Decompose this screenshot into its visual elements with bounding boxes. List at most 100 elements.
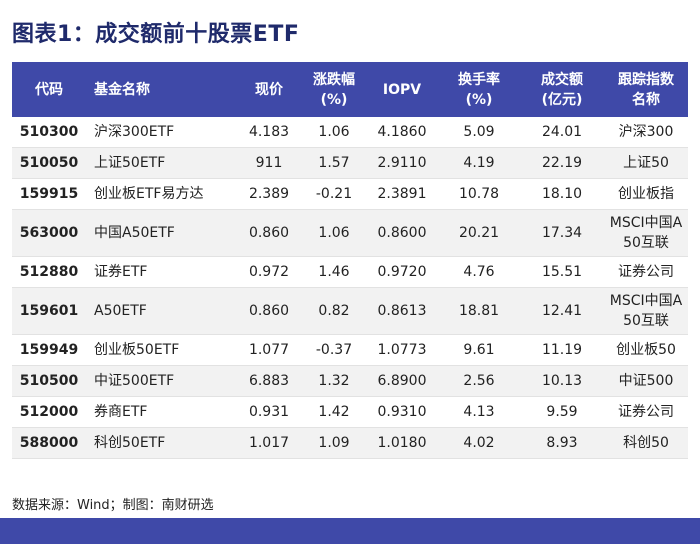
cell-fund-name: 创业板50ETF — [86, 334, 236, 366]
header-change-pct: 涨跌幅 (%) — [302, 62, 366, 117]
cell-fund-name: 券商ETF — [86, 396, 236, 428]
cell-turnover-amount: 12.41 — [520, 287, 604, 335]
header-fund-name: 基金名称 — [86, 62, 236, 117]
table-row: 159601 A50ETF 0.860 0.82 0.8613 18.81 12… — [12, 287, 688, 335]
cell-change-pct: 1.06 — [302, 209, 366, 257]
cell-turnover-rate: 2.56 — [438, 365, 520, 397]
cell-fund-name: A50ETF — [86, 287, 236, 335]
table-row: 510500 中证500ETF 6.883 1.32 6.8900 2.56 1… — [12, 365, 688, 397]
cell-change-pct: -0.21 — [302, 178, 366, 210]
table-row: 512000 券商ETF 0.931 1.42 0.9310 4.13 9.59… — [12, 396, 688, 428]
footer-bar — [0, 518, 700, 544]
cell-price: 1.017 — [236, 427, 302, 459]
header-turnover-rate: 换手率 (%) — [438, 62, 520, 117]
cell-fund-name: 中国A50ETF — [86, 209, 236, 257]
cell-tracking-index: 上证50 — [604, 147, 688, 179]
cell-price: 2.389 — [236, 178, 302, 210]
cell-iopv: 2.3891 — [366, 178, 438, 210]
cell-price: 4.183 — [236, 117, 302, 148]
cell-turnover-amount: 15.51 — [520, 256, 604, 288]
cell-tracking-index: 证券公司 — [604, 256, 688, 288]
cell-fund-name: 沪深300ETF — [86, 117, 236, 148]
table-row: 159915 创业板ETF易方达 2.389 -0.21 2.3891 10.7… — [12, 178, 688, 210]
cell-iopv: 0.8613 — [366, 287, 438, 335]
cell-turnover-rate: 18.81 — [438, 287, 520, 335]
cell-turnover-amount: 17.34 — [520, 209, 604, 257]
cell-change-pct: 1.06 — [302, 117, 366, 148]
cell-tracking-index: 创业板指 — [604, 178, 688, 210]
cell-price: 0.860 — [236, 287, 302, 335]
table-row: 563000 中国A50ETF 0.860 1.06 0.8600 20.21 … — [12, 209, 688, 257]
header-turnover-amount: 成交额 (亿元) — [520, 62, 604, 117]
cell-code: 510300 — [12, 117, 86, 148]
source-note: 数据来源：Wind；制图：南财研选 — [12, 498, 214, 513]
cell-turnover-rate: 20.21 — [438, 209, 520, 257]
cell-price: 1.077 — [236, 334, 302, 366]
cell-fund-name: 证券ETF — [86, 256, 236, 288]
cell-turnover-rate: 4.19 — [438, 147, 520, 179]
cell-price: 0.931 — [236, 396, 302, 428]
cell-turnover-amount: 11.19 — [520, 334, 604, 366]
cell-fund-name: 科创50ETF — [86, 427, 236, 459]
cell-price: 0.972 — [236, 256, 302, 288]
cell-change-pct: 0.82 — [302, 287, 366, 335]
table-row: 159949 创业板50ETF 1.077 -0.37 1.0773 9.61 … — [12, 334, 688, 366]
cell-turnover-rate: 9.61 — [438, 334, 520, 366]
table-row: 512880 证券ETF 0.972 1.46 0.9720 4.76 15.5… — [12, 256, 688, 288]
cell-turnover-rate: 10.78 — [438, 178, 520, 210]
cell-iopv: 0.9310 — [366, 396, 438, 428]
table-row: 588000 科创50ETF 1.017 1.09 1.0180 4.02 8.… — [12, 427, 688, 459]
cell-code: 563000 — [12, 209, 86, 257]
cell-iopv: 1.0773 — [366, 334, 438, 366]
cell-fund-name: 上证50ETF — [86, 147, 236, 179]
cell-code: 510500 — [12, 365, 86, 397]
cell-turnover-rate: 4.13 — [438, 396, 520, 428]
cell-change-pct: 1.57 — [302, 147, 366, 179]
cell-code: 159601 — [12, 287, 86, 335]
header-code: 代码 — [12, 62, 86, 117]
cell-tracking-index: MSCI中国A 50互联 — [604, 287, 688, 335]
cell-code: 159915 — [12, 178, 86, 210]
cell-price: 0.860 — [236, 209, 302, 257]
cell-turnover-amount: 18.10 — [520, 178, 604, 210]
cell-turnover-amount: 8.93 — [520, 427, 604, 459]
cell-price: 6.883 — [236, 365, 302, 397]
cell-turnover-rate: 5.09 — [438, 117, 520, 148]
cell-tracking-index: MSCI中国A 50互联 — [604, 209, 688, 257]
cell-code: 159949 — [12, 334, 86, 366]
cell-change-pct: 1.09 — [302, 427, 366, 459]
cell-turnover-rate: 4.02 — [438, 427, 520, 459]
etf-table: 代码 基金名称 现价 涨跌幅 (%) IOPV 换手率 (%) 成交额 (亿元)… — [12, 62, 688, 459]
cell-tracking-index: 证券公司 — [604, 396, 688, 428]
cell-change-pct: 1.42 — [302, 396, 366, 428]
cell-change-pct: 1.32 — [302, 365, 366, 397]
cell-change-pct: 1.46 — [302, 256, 366, 288]
cell-tracking-index: 科创50 — [604, 427, 688, 459]
cell-turnover-rate: 4.76 — [438, 256, 520, 288]
cell-code: 510050 — [12, 147, 86, 179]
cell-turnover-amount: 9.59 — [520, 396, 604, 428]
cell-iopv: 2.9110 — [366, 147, 438, 179]
cell-code: 512880 — [12, 256, 86, 288]
cell-tracking-index: 中证500 — [604, 365, 688, 397]
cell-iopv: 0.9720 — [366, 256, 438, 288]
table-row: 510050 上证50ETF 911 1.57 2.9110 4.19 22.1… — [12, 147, 688, 179]
cell-turnover-amount: 10.13 — [520, 365, 604, 397]
header-price: 现价 — [236, 62, 302, 117]
cell-tracking-index: 创业板50 — [604, 334, 688, 366]
cell-turnover-amount: 22.19 — [520, 147, 604, 179]
cell-fund-name: 中证500ETF — [86, 365, 236, 397]
cell-iopv: 4.1860 — [366, 117, 438, 148]
cell-code: 588000 — [12, 427, 86, 459]
cell-code: 512000 — [12, 396, 86, 428]
header-iopv: IOPV — [366, 62, 438, 117]
cell-price: 911 — [236, 147, 302, 179]
table-header-row: 代码 基金名称 现价 涨跌幅 (%) IOPV 换手率 (%) 成交额 (亿元)… — [12, 62, 688, 117]
cell-iopv: 0.8600 — [366, 209, 438, 257]
cell-fund-name: 创业板ETF易方达 — [86, 178, 236, 210]
cell-iopv: 1.0180 — [366, 427, 438, 459]
page-title: 图表1：成交额前十股票ETF — [12, 22, 300, 47]
table-row: 510300 沪深300ETF 4.183 1.06 4.1860 5.09 2… — [12, 117, 688, 148]
cell-tracking-index: 沪深300 — [604, 117, 688, 148]
cell-turnover-amount: 24.01 — [520, 117, 604, 148]
